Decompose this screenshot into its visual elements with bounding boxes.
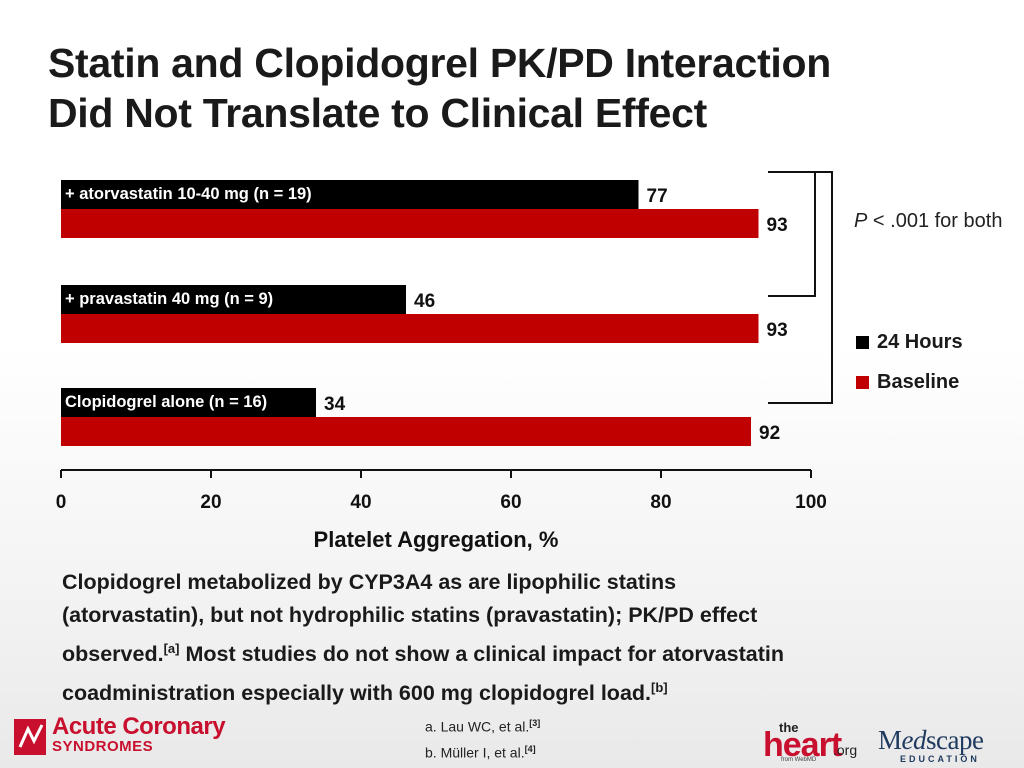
summary-line-2: (atorvastatin), but not hydrophilic stat…: [62, 603, 758, 627]
x-tick-label-5: 100: [795, 492, 827, 513]
category-label-2: Clopidogrel alone (n = 16): [65, 393, 267, 411]
value-label-baseline-2: 92: [759, 423, 780, 444]
medscape-logo-ed: ed: [901, 725, 927, 755]
summary-line-3: observed.[a] Most studies do not show a …: [62, 632, 962, 671]
value-label-24h-0: 77: [647, 186, 668, 207]
footnote-ref-a: [a]: [163, 641, 180, 656]
value-label-24h-1: 46: [414, 291, 435, 312]
summary-line-4-text: coadministration especially with 600 mg …: [62, 681, 652, 706]
x-tick-label-4: 80: [650, 492, 671, 513]
medscape-education-logo: Medscape EDUCATION: [878, 726, 988, 766]
summary-line-3b: Most studies do not show a clinical impa…: [179, 642, 784, 667]
footnote-ref-b: [b]: [651, 680, 668, 696]
x-tick-label-2: 40: [350, 492, 371, 513]
p-value-note: P < .001 for both: [854, 206, 1004, 236]
value-label-baseline-0: 93: [767, 215, 788, 236]
chart-legend: 24 Hours Baseline: [856, 322, 963, 402]
legend-item-baseline: Baseline: [856, 362, 963, 402]
medscape-logo-sub: EDUCATION: [900, 754, 980, 764]
value-label-baseline-1: 93: [767, 320, 788, 341]
p-value-symbol: P: [854, 210, 868, 232]
value-label-24h-2: 34: [324, 394, 346, 415]
heart-logo-from: from WebMD: [781, 757, 817, 763]
reference-b-sup: [4]: [524, 743, 536, 754]
legend-item-24-hours: 24 Hours: [856, 322, 963, 362]
bar-baseline-1: [61, 314, 759, 343]
reference-a: a. Lau WC, et al.[3]: [425, 712, 540, 738]
summary-line-1: Clopidogrel metabolized by CYP3A4 as are…: [62, 570, 677, 594]
category-label-0: + atorvastatin 10-40 mg (n = 19): [65, 185, 312, 203]
acute-coronary-syndromes-logo: Acute Coronary SYNDROMES: [12, 713, 226, 759]
legend-label-baseline: Baseline: [877, 370, 960, 393]
title-line-1: Statin and Clopidogrel PK/PD Interaction: [48, 40, 831, 86]
slide-title: Statin and Clopidogrel PK/PD Interaction…: [48, 38, 988, 138]
reference-a-text: a. Lau WC, et al.: [425, 718, 530, 735]
legend-swatch-24-hours: [856, 335, 869, 349]
legend-label-24-hours: 24 Hours: [877, 330, 963, 353]
p-value-text: < .001 for both: [867, 210, 1003, 232]
x-axis-title: Platelet Aggregation, %: [314, 527, 559, 552]
bracket-clopidogrel-alone: [768, 171, 833, 404]
summary-line-3a: observed.: [62, 642, 164, 667]
acs-logo-line-1: Acute Coronary: [52, 713, 226, 740]
summary-line-4: coadministration especially with 600 mg …: [62, 671, 962, 710]
x-tick-label-3: 60: [500, 492, 521, 513]
bar-chart: 77 93 + atorvastatin 10-40 mg (n = 19) 46 93…: [56, 171, 833, 552]
reference-b-text: b. Müller I, et al.: [425, 744, 525, 761]
bar-24h-2: [61, 388, 316, 417]
medscape-logo-m: M: [878, 725, 902, 755]
heart-logo-main: heart: [763, 726, 842, 764]
acs-heart-icon: [14, 719, 46, 755]
legend-swatch-baseline: [856, 375, 869, 389]
bar-24h-1: [61, 285, 406, 314]
heart-logo-the: the: [779, 720, 799, 735]
bar-baseline-0: [61, 209, 759, 238]
heart-logo-org: .org: [833, 742, 858, 758]
theheart-org-logo: the heart .org from WebMD: [763, 720, 863, 764]
bar-24h-0: [61, 180, 639, 209]
title-line-2: Did Not Translate to Clinical Effect: [48, 90, 707, 136]
bar-baseline-2: [61, 417, 751, 446]
summary-text: Clopidogrel metabolized by CYP3A4 as are…: [62, 566, 962, 710]
x-tick-label-1: 20: [200, 492, 221, 513]
acs-logo-line-2: SYNDROMES: [52, 738, 154, 755]
reference-a-sup: [3]: [529, 718, 541, 728]
references: a. Lau WC, et al.[3] b. Müller I, et al.…: [425, 712, 540, 763]
medscape-logo-main: Medscape: [878, 726, 988, 754]
reference-b: b. Müller I, et al.[4]: [425, 738, 540, 764]
category-label-1: + pravastatin 40 mg (n = 9): [65, 290, 273, 308]
x-tick-label-0: 0: [56, 492, 67, 513]
medscape-logo-scape: scape: [926, 725, 984, 755]
